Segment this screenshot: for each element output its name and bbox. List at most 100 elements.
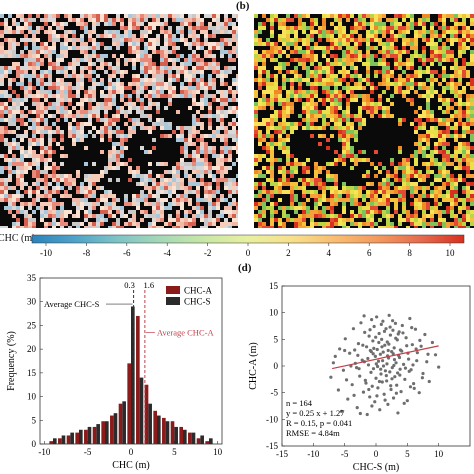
scatter-point (346, 397, 350, 401)
legend-label-chc-a: CHC-A (184, 286, 213, 296)
scatter-point (370, 404, 374, 408)
scatter-panel-d: -15 -10 -5 0 5 10 15 -15 -10 -5 0 5 10 CHC-S (m) CHC-A… (248, 281, 471, 473)
scatter-point (379, 367, 383, 371)
bar-chc-s (87, 426, 92, 444)
scatter-point (430, 340, 434, 345)
scatter-point (361, 390, 366, 394)
scatter-point (389, 387, 393, 392)
bar-chc-s (70, 432, 74, 444)
scatter-point (383, 369, 387, 373)
scatter-point (363, 378, 367, 382)
x-axis-label: CHC (m) (112, 460, 150, 471)
scatter-point (375, 347, 379, 352)
scatter-point (393, 375, 397, 379)
scatter-point (420, 376, 424, 380)
scatter-point (348, 351, 352, 355)
bar-chc-a (75, 432, 79, 444)
scatter-point (371, 352, 375, 356)
y-axis-label: CHC-A (m) (248, 342, 259, 390)
bar-chc-a (153, 410, 157, 444)
scatter-point (375, 394, 379, 398)
colorbar-tick-label: -6 (123, 248, 131, 258)
regression-line (332, 345, 439, 370)
scatter-point (354, 366, 359, 370)
scatter-point (391, 319, 395, 323)
scatter-point (380, 359, 385, 363)
scatter-point (374, 362, 378, 366)
scatter-point (379, 372, 383, 376)
scatter-point (405, 399, 409, 403)
panel-label-b: (b) (236, 0, 250, 12)
x-tick-label: 10 (434, 449, 444, 459)
scatter-point (394, 361, 398, 365)
chc-s-map (254, 14, 474, 228)
scatter-point (377, 340, 381, 345)
x-tick-label: 0 (374, 449, 379, 459)
colorbar-tick-label: -4 (163, 248, 171, 258)
bar-chc-s (122, 401, 126, 444)
scatter-point (379, 322, 383, 326)
map-pixels (0, 14, 238, 228)
scatter-point (413, 327, 418, 331)
y-tick-label: 0 (274, 361, 279, 371)
x-tick-label: 5 (405, 449, 410, 459)
scatter-point (356, 353, 360, 357)
scatter-point (383, 343, 387, 347)
scatter-point (351, 327, 356, 331)
scatter-point (384, 374, 388, 378)
scatter-point (367, 387, 371, 392)
y-tick-label: 15 (27, 368, 37, 378)
colorbar-tick-label: 4 (327, 248, 332, 258)
bar-chc-s (139, 377, 144, 444)
scatter-point (383, 398, 387, 402)
y-tick-label: 10 (27, 392, 37, 402)
scatter-point (373, 354, 377, 358)
bar-chc-s (113, 413, 118, 444)
x-tick-label: -5 (341, 449, 349, 459)
scatter-point (384, 327, 388, 331)
scatter-point (423, 332, 427, 337)
y-tick-label: 35 (27, 273, 37, 283)
scatter-point (390, 377, 394, 381)
scatter-point (353, 348, 357, 352)
scatter-point (329, 375, 333, 379)
scatter-point (381, 350, 385, 354)
scatter-point (359, 321, 363, 325)
bar-chc-s (53, 438, 57, 444)
scatter-point (374, 376, 378, 380)
x-axis-label: CHC-S (m) (353, 462, 399, 473)
stats-line: RMSE = 4.84m (286, 428, 340, 438)
scatter-point (387, 313, 391, 317)
scatter-point (398, 373, 402, 377)
bar-chc-s (79, 429, 83, 444)
bar-chc-s (61, 435, 66, 444)
scatter-point (400, 323, 404, 328)
colorbar-tick-label: 6 (367, 248, 372, 258)
scatter-point (385, 379, 389, 383)
y-tick-label: 20 (27, 344, 37, 354)
scatter-point (392, 358, 397, 362)
colorbar-tick-label: 0 (246, 248, 251, 258)
scatter-point (333, 354, 337, 358)
scatter-point (396, 332, 400, 336)
scatter-point (397, 355, 402, 360)
scatter-point (381, 364, 386, 368)
mean-value-chc-a: 1.6 (144, 280, 155, 290)
scatter-point (375, 315, 379, 319)
y-tick-label: -10 (266, 414, 278, 424)
annotation-average-chc-s: Average CHC-S (44, 299, 100, 309)
scatter-point (368, 328, 372, 332)
scatter-point (380, 380, 384, 384)
scatter-point (395, 383, 399, 387)
scatter-point (400, 349, 404, 353)
chc-a-map (0, 14, 238, 228)
scatter-point (365, 345, 369, 349)
scatter-point (358, 374, 362, 378)
scatter-point (363, 330, 367, 334)
scatter-point (403, 366, 408, 370)
scatter-point (369, 350, 373, 354)
scatter-point (372, 324, 376, 329)
panel-label-d: (d) (238, 262, 252, 274)
y-tick-label: 25 (27, 320, 37, 330)
bar-chc-s (165, 421, 170, 444)
